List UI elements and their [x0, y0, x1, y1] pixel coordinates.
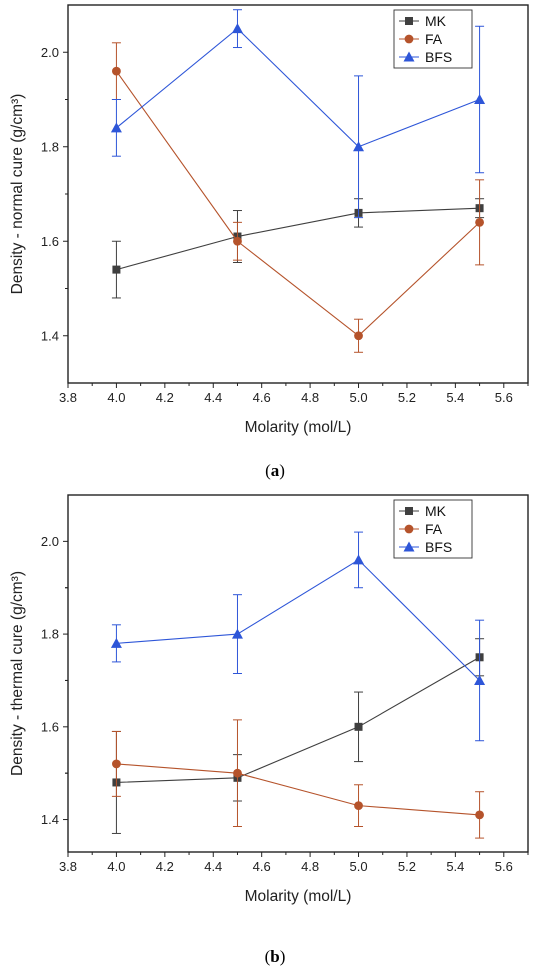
y-axis-ticks: 1.4 1.6 1.8 2.0: [41, 45, 68, 343]
x-tick-label: 4.8: [301, 390, 319, 405]
series-fa: [111, 42, 485, 353]
legend-bfs-label: BFS: [425, 49, 452, 65]
figure-caption: (b): [265, 947, 286, 966]
chart-a: 3.8 4.0 4.2 4.4 4.6 4.8 5.0 5.2 5.4 5.6 1.4 1.6 1.8 2…: [9, 4, 529, 480]
y-tick-label: 1.6: [41, 234, 59, 249]
caption-open: (: [265, 461, 271, 480]
bfs-data-point: [474, 94, 486, 104]
y-tick-label: 1.8: [41, 139, 59, 154]
caption-close: ): [280, 947, 286, 966]
caption-close: ): [279, 461, 285, 480]
series-bfs: [110, 9, 486, 219]
y-axis-title: Density - thermal cure (g/cm³): [9, 571, 26, 776]
x-tick-label: 4.0: [107, 390, 125, 405]
bfs-data-point: [110, 637, 122, 648]
legend-fa-marker: [404, 524, 414, 534]
bfs-data-point: [231, 628, 243, 639]
series-mk: [111, 198, 485, 299]
x-tick-label: 3.8: [59, 859, 77, 874]
legend: MK FA BFS: [393, 499, 473, 559]
series-fa: [111, 719, 485, 839]
y-tick-label: 1.4: [41, 812, 59, 827]
mk-data-point: [112, 265, 121, 274]
legend-mk-marker: [405, 507, 413, 515]
x-tick-label: 5.2: [398, 390, 416, 405]
mk-series-line: [116, 656, 480, 784]
chart-b: 3.8 4.0 4.2 4.4 4.6 4.8 5.0 5.2 5.4 5.6 1.4 1.6 1.8 2…: [9, 494, 529, 966]
fa-data-point: [475, 810, 484, 820]
bfs-series-line: [116, 559, 480, 681]
x-tick-label: 4.0: [107, 859, 125, 874]
fa-data-point: [112, 759, 121, 769]
legend-bfs-label: BFS: [425, 539, 452, 555]
bfs-data-point: [353, 554, 365, 565]
x-tick-label: 4.2: [156, 390, 174, 405]
series-mk: [111, 638, 485, 834]
figure-caption: (a): [265, 461, 285, 480]
bfs-data-point: [110, 122, 122, 133]
x-tick-label: 5.0: [349, 859, 367, 874]
fa-series-line: [116, 763, 480, 816]
caption-letter: b: [270, 947, 279, 966]
x-tick-label: 4.4: [204, 390, 222, 405]
x-tick-label: 5.4: [446, 390, 464, 405]
bfs-data-point: [353, 141, 365, 152]
x-tick-label: 4.4: [204, 859, 222, 874]
x-axis-title: Molarity (mol/L): [245, 888, 352, 905]
y-tick-label: 1.4: [41, 328, 59, 343]
y-tick-label: 2.0: [41, 534, 59, 549]
x-axis-ticks: 3.8 4.0 4.2 4.4 4.6 4.8 5.0 5.2 5.4 5.6: [59, 383, 529, 405]
legend-mk-marker: [405, 17, 413, 25]
caption-open: (: [265, 947, 271, 966]
bfs-series-line: [116, 27, 480, 148]
x-tick-label: 4.8: [301, 859, 319, 874]
bfs-data-point: [231, 23, 243, 34]
fa-data-point: [233, 236, 242, 246]
legend-bfs-marker: [403, 541, 415, 552]
x-tick-label: 5.6: [495, 859, 513, 874]
y-axis-ticks: 1.4 1.6 1.8 2.0: [41, 534, 68, 827]
fa-series-line: [115, 70, 480, 337]
legend-bfs-marker: [403, 51, 415, 62]
y-tick-label: 2.0: [41, 45, 59, 60]
x-tick-label: 5.6: [495, 390, 513, 405]
legend-mk-label: MK: [425, 13, 447, 29]
y-tick-label: 1.6: [41, 719, 59, 734]
y-axis-title: Density - normal cure (g/cm³): [9, 94, 26, 295]
plot-frame: [67, 494, 529, 853]
x-tick-label: 4.6: [253, 859, 271, 874]
bfs-data-point: [474, 674, 486, 685]
fa-data-point: [233, 768, 242, 778]
legend: MK FA BFS: [393, 9, 473, 69]
x-tick-label: 5.0: [349, 390, 367, 405]
x-axis-title: Molarity (mol/L): [245, 419, 352, 436]
fa-data-point: [112, 66, 121, 76]
fa-data-point: [354, 801, 363, 811]
caption-letter: a: [271, 461, 280, 480]
x-tick-label: 4.2: [156, 859, 174, 874]
y-tick-label: 1.8: [41, 627, 59, 642]
x-tick-label: 5.2: [398, 859, 416, 874]
mk-series-line: [116, 207, 480, 271]
legend-fa-label: FA: [425, 521, 443, 537]
fa-data-point: [475, 217, 484, 227]
series-bfs: [110, 531, 486, 742]
legend-mk-label: MK: [425, 503, 447, 519]
legend-fa-marker: [404, 34, 414, 44]
x-tick-label: 4.6: [253, 390, 271, 405]
legend-fa-label: FA: [425, 31, 443, 47]
x-axis-ticks: 3.8 4.0 4.2 4.4 4.6 4.8 5.0 5.2 5.4 5.6: [59, 852, 529, 874]
x-tick-label: 3.8: [59, 390, 77, 405]
fa-data-point: [354, 331, 363, 341]
x-tick-label: 5.4: [446, 859, 464, 874]
mk-data-point: [354, 722, 363, 731]
